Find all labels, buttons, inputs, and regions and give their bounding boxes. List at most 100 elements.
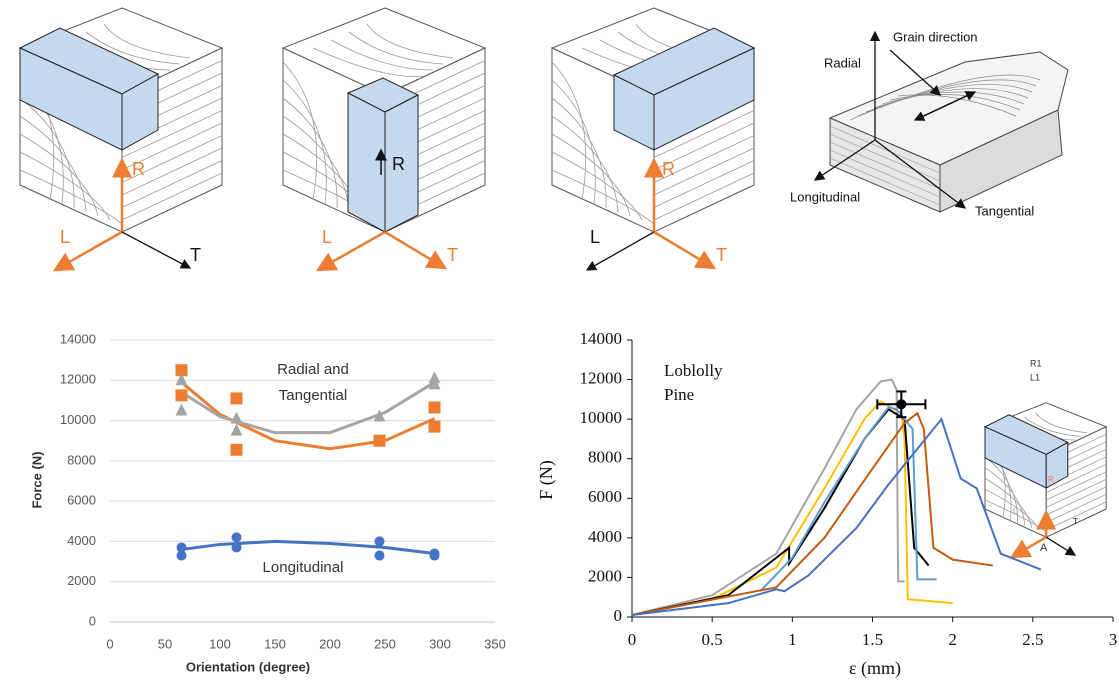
axis-label: L — [322, 227, 332, 247]
grain — [551, 97, 607, 209]
x-tick-label: 100 — [209, 636, 231, 651]
axis-label: Radial — [824, 55, 861, 70]
point — [230, 392, 243, 405]
y-tick-label: 8000 — [588, 448, 622, 467]
y-tick-label: 14000 — [580, 329, 623, 348]
grain — [829, 133, 941, 182]
axis-arrow — [52, 230, 123, 272]
point — [230, 411, 243, 424]
grain — [551, 61, 587, 201]
grain — [984, 467, 1025, 526]
point — [374, 550, 385, 561]
x-tick-label: 1 — [788, 630, 797, 649]
face — [121, 73, 159, 151]
grain — [19, 169, 123, 225]
axis-label: T — [190, 245, 201, 265]
face — [347, 92, 386, 233]
point — [373, 434, 386, 447]
grain — [19, 115, 87, 213]
grain — [121, 147, 223, 196]
grain — [1046, 493, 1107, 523]
annotation: Longitudinal — [263, 559, 344, 576]
grain — [653, 147, 755, 196]
axis-label: T — [447, 245, 458, 265]
error-point — [896, 399, 907, 410]
x-axis-title: ε (mm) — [849, 658, 901, 679]
inset-label: R — [1048, 475, 1054, 484]
annotation: Pine — [664, 385, 694, 404]
grain — [121, 172, 223, 221]
x-axis-title: Orientation (degree) — [186, 659, 310, 674]
point — [176, 550, 187, 561]
trendline — [181, 539, 435, 556]
point — [373, 409, 386, 422]
y-axis-title: F (N) — [536, 460, 557, 500]
point — [428, 420, 441, 433]
x-tick-label: 0.5 — [702, 630, 723, 649]
grain — [653, 160, 755, 208]
grain — [551, 151, 643, 221]
point — [428, 401, 441, 414]
grain — [121, 160, 223, 208]
grain — [829, 141, 941, 190]
inset-label: L — [1013, 507, 1018, 516]
grain — [829, 157, 941, 206]
grain — [1046, 501, 1107, 531]
grain — [1024, 416, 1082, 437]
axis-arrow — [121, 231, 192, 269]
x-tick-label: 150 — [264, 636, 286, 651]
grain — [881, 91, 1025, 105]
axis-arrow — [889, 49, 941, 96]
grain — [348, 31, 444, 65]
grain — [829, 125, 941, 174]
x-tick-label: 250 — [374, 636, 396, 651]
y-tick-label: 4000 — [67, 533, 96, 548]
x-tick-label: 50 — [158, 636, 172, 651]
y-tick-label: 10000 — [60, 412, 96, 427]
point — [231, 532, 242, 543]
grain — [366, 23, 454, 59]
point — [231, 542, 242, 553]
face — [653, 47, 755, 151]
grain — [551, 133, 631, 217]
axis-arrow — [315, 230, 386, 272]
inset-label: L1 — [1030, 372, 1040, 382]
grain — [1046, 471, 1107, 501]
point — [230, 423, 243, 436]
axis-arrow — [585, 231, 655, 271]
axis-label: Grain direction — [893, 29, 978, 44]
grain — [653, 110, 755, 158]
x-tick-label: 300 — [429, 636, 451, 651]
grain — [551, 115, 619, 213]
y-tick-label: 6000 — [67, 493, 96, 508]
inset-label: T — [1073, 517, 1078, 526]
grain — [1035, 412, 1088, 434]
x-tick-label: 3 — [1109, 630, 1118, 649]
axis-label: Tangential — [975, 203, 1034, 218]
annotation: Loblolly — [664, 361, 723, 380]
grain — [1046, 478, 1107, 508]
grain — [889, 94, 1021, 111]
axis-arrow — [874, 139, 967, 209]
grain — [1046, 486, 1107, 516]
line — [631, 378, 905, 616]
point — [175, 389, 188, 402]
y-tick-label: 12000 — [580, 368, 623, 387]
y-tick-label: 6000 — [588, 487, 622, 506]
grain — [330, 39, 434, 71]
point — [428, 377, 441, 390]
grain — [282, 79, 327, 205]
axis-arrow — [1045, 536, 1077, 556]
grain — [121, 110, 223, 158]
x-tick-label: 200 — [319, 636, 341, 651]
grain — [19, 133, 99, 217]
grain — [984, 499, 1047, 533]
grain — [551, 79, 596, 205]
x-tick-label: 0 — [628, 630, 637, 649]
axis-arrow — [653, 230, 717, 270]
grain — [19, 151, 111, 221]
y-tick-label: 12000 — [60, 372, 96, 387]
x-tick-label: 2 — [948, 630, 957, 649]
x-tick-label: 0 — [106, 636, 113, 651]
